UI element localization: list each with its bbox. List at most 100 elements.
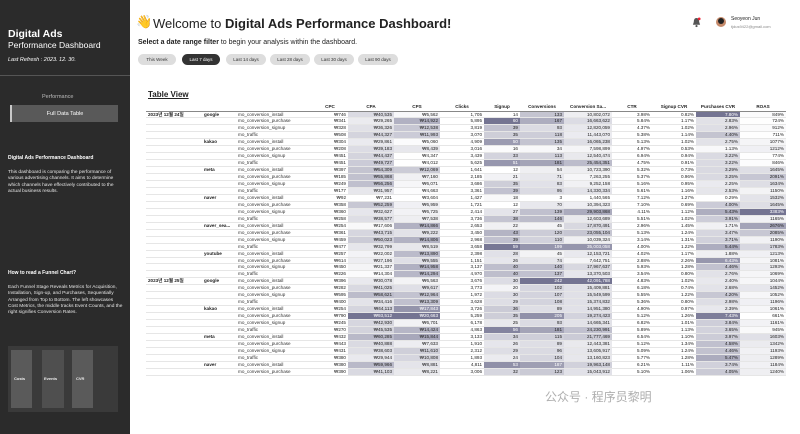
header-cpa[interactable]: CPA xyxy=(348,102,394,112)
range-last-7-days-button[interactable]: Last 7 days xyxy=(182,54,220,65)
cell-conversions: 74 xyxy=(520,257,564,265)
table-row[interactable]: mo_conversion_purchase ₩185 ₩55,868 ₩7,160 2… xyxy=(146,173,786,182)
table-row[interactable]: mo_conversion_purchase ₩790 ₩93,512 ₩20,663… xyxy=(146,312,786,321)
header-purchases-cvr[interactable]: Purchases CVR xyxy=(696,102,740,112)
table-row[interactable]: naver mo_conversion_install ₩380 ₩59,966 ₩8,… xyxy=(146,361,786,369)
full-data-table-button[interactable]: Full Data Table xyxy=(10,105,118,122)
table-row[interactable]: mo_traffic ₩270 ₩45,535 ₩14,424 4,863 56 181 24… xyxy=(146,326,786,334)
cell-ctr: 5.61% xyxy=(612,187,652,195)
table-row[interactable]: kakao mo_conversion_install ₩254 ₩44,113 ₩17… xyxy=(146,305,786,314)
table-row[interactable]: mo_conversion_signup ₩451 ₩44,437 ₩4,347 3,4… xyxy=(146,152,786,161)
cell-ctr: 4.75% xyxy=(612,159,652,168)
table-row[interactable]: mo_conversion_purchase ₩358 ₩52,259 ₩6,959 1… xyxy=(146,201,786,209)
table-row[interactable]: mo_traffic ₩380 ₩29,944 ₩10,808 1,893 24 104 13… xyxy=(146,354,786,362)
cell-purchases-cvr: 4.05% xyxy=(696,368,740,376)
cell-cps: ₩9,555 xyxy=(394,257,440,265)
cell-purchases-cvr: 3.71% xyxy=(696,236,740,244)
cell-cps: ₩15,844 xyxy=(394,333,440,341)
cell-signup-cvr: 1.06% xyxy=(652,368,696,376)
cell-clicks: 2,414 xyxy=(440,208,484,216)
range-last-90-days-button[interactable]: Last 90 days xyxy=(358,54,398,65)
table-row[interactable]: mo_traffic ₩508 ₩44,327 ₩11,993 3,070 35 118 11… xyxy=(146,131,786,140)
header-conversion-sales[interactable]: Conversion Sa... xyxy=(564,102,612,112)
table-row[interactable]: mo_conversion_purchase ₩341 ₩29,265 ₩14,922… xyxy=(146,117,786,126)
data-table-container[interactable]: CPC CPA CPS Clicks Signup Conversions Co… xyxy=(146,102,786,434)
cell-purchases-cvr: 3.91% xyxy=(696,215,740,223)
cell-conversion-sales: 12,820,059 xyxy=(564,124,612,133)
header-cpc[interactable]: CPC xyxy=(312,102,348,112)
header-cps[interactable]: CPS xyxy=(394,102,440,112)
table-row[interactable]: mo_conversion_purchase ₩443 ₩40,888 ₩7,633 1… xyxy=(146,340,786,348)
cell-roas: 1289% xyxy=(740,354,786,362)
cell-purchases-cvr: 7.80% xyxy=(696,111,740,119)
range-last-30-days-button[interactable]: Last 30 days xyxy=(314,54,354,65)
range-last-14-days-button[interactable]: Last 14 days xyxy=(226,54,266,65)
cell-date xyxy=(146,354,202,362)
cell-signup-cvr: 1.14% xyxy=(652,131,696,140)
cell-signup-cvr: 1.45% xyxy=(652,222,696,230)
table-row[interactable]: mo_conversion_purchase ₩282 ₩41,025 ₩9,617 3… xyxy=(146,284,786,293)
cell-conversions: 3 xyxy=(520,194,564,202)
table-row[interactable]: mo_conversion_signup ₩360 ₩32,627 ₩6,725 2,4… xyxy=(146,208,786,216)
header-signup[interactable]: Signup xyxy=(484,102,520,112)
table-row[interactable]: mo_conversion_signup ₩245 ₩42,930 ₩6,701 6,1… xyxy=(146,319,786,328)
events-column xyxy=(42,350,64,408)
table-row[interactable]: mo_conversion_signup ₩459 ₩50,023 ₩14,806 2,… xyxy=(146,236,786,244)
cell-date xyxy=(146,368,202,376)
table-row[interactable]: mo_conversion_signup ₩450 ₩21,337 ₩14,958 3,… xyxy=(146,263,786,272)
cell-cpc: ₩282 xyxy=(312,284,348,293)
table-row[interactable]: mo_conversion_signup ₩328 ₩36,326 ₩12,538 3,… xyxy=(146,124,786,133)
table-row[interactable]: mo_conversion_purchase ₩614 ₩27,196 ₩9,555 1… xyxy=(146,257,786,265)
cell-clicks: 2,653 xyxy=(440,222,484,230)
table-row[interactable]: naver mo_conversion_install ₩92 ₩7,231 ₩3,60… xyxy=(146,194,786,202)
header-conversions[interactable]: Conversions xyxy=(520,102,564,112)
cell-media: kakao xyxy=(202,138,236,147)
cell-campaign: mo_conversion_install xyxy=(236,333,312,341)
header-ctr[interactable]: CTR xyxy=(612,102,652,112)
table-row[interactable]: mo_traffic ₩400 ₩34,416 ₩13,309 3,628 29 108 15… xyxy=(146,298,786,307)
cell-signup-cvr: 1.02% xyxy=(652,277,696,286)
cell-conversions: 113 xyxy=(520,152,564,161)
range-last-28-days-button[interactable]: Last 28 days xyxy=(270,54,310,65)
table-row[interactable]: mo_traffic ₩177 ₩31,957 ₩4,663 3,361 39 95 14,3… xyxy=(146,187,786,195)
table-row[interactable]: meta mo_conversion_install ₩397 ₩54,309 ₩12,… xyxy=(146,166,786,175)
table-row[interactable]: mo_traffic ₩451 ₩49,727 ₩4,012 5,625 51 181 25,… xyxy=(146,159,786,168)
user-avatar[interactable] xyxy=(716,17,726,27)
table-row[interactable]: mo_traffic ₩226 ₩14,304 ₩14,294 4,970 40 137 13… xyxy=(146,270,786,279)
notification-bell-icon[interactable] xyxy=(692,17,701,28)
table-row[interactable]: 2023년 12월 24일 google mo_conversion_install… xyxy=(146,111,786,119)
table-row[interactable]: naver_sea... mo_conversion_install ₩254 ₩17… xyxy=(146,222,786,230)
cell-campaign: mo_conversion_signup xyxy=(236,152,312,161)
table-row[interactable]: youtube mo_conversion_install ₩257 ₩22,002 ₩… xyxy=(146,250,786,258)
table-row[interactable]: mo_conversion_signup ₩595 ₩58,621 ₩12,964 1,… xyxy=(146,291,786,300)
table-row[interactable]: mo_conversion_purchase ₩361 ₩43,715 ₩9,222 3… xyxy=(146,229,786,237)
cell-cps: ₩12,964 xyxy=(394,291,440,300)
header-clicks[interactable]: Clicks xyxy=(440,102,484,112)
table-row[interactable]: mo_conversion_signup ₩249 ₩56,256 ₩6,071 3,6… xyxy=(146,180,786,188)
cell-ctr: 5.37% xyxy=(612,173,652,182)
cell-cpa: ₩21,337 xyxy=(348,263,394,272)
cell-cpc: ₩92 xyxy=(312,194,348,202)
cell-signup: 21 xyxy=(484,173,520,182)
header-roas[interactable]: ROAS xyxy=(740,102,786,112)
cell-media xyxy=(202,298,236,307)
cell-roas: 1213% xyxy=(740,250,786,258)
cell-signup: 56 xyxy=(484,326,520,334)
table-row[interactable]: mo_conversion_purchase ₩390 ₩41,103 ₩8,221 3… xyxy=(146,368,786,376)
cell-conversions: 140 xyxy=(520,263,564,272)
range-this-week-button[interactable]: This Week xyxy=(138,54,176,65)
table-row[interactable]: kakao mo_conversion_install ₩304 ₩29,861 ₩5,… xyxy=(146,138,786,147)
cell-signup: 29 xyxy=(484,347,520,355)
table-row[interactable]: mo_traffic ₩477 ₩32,799 ₩8,519 3,658 59 199 35,… xyxy=(146,243,786,251)
header-signup-cvr[interactable]: Signup CVR xyxy=(652,102,696,112)
table-row[interactable]: meta mo_conversion_install ₩432 ₩60,285 ₩15,… xyxy=(146,333,786,341)
sidebar: Digital Ads Performance Dashboard Last R… xyxy=(0,0,130,434)
cell-conversion-sales: 15,374,832 xyxy=(564,298,612,307)
cell-clicks: 3,016 xyxy=(440,145,484,154)
table-row[interactable]: 2023년 12월 25일 google mo_conversion_install… xyxy=(146,277,786,286)
table-row[interactable]: mo_traffic ₩258 ₩38,577 ₩7,538 3,736 38 146 12,… xyxy=(146,215,786,223)
table-row[interactable]: mo_conversion_purchase ₩208 ₩39,183 ₩8,439 3… xyxy=(146,145,786,154)
cell-cpa: ₩36,326 xyxy=(348,124,394,133)
table-row[interactable]: mo_conversion_signup ₩431 ₩38,603 ₩11,610 2,… xyxy=(146,347,786,355)
cell-cpa: ₩52,259 xyxy=(348,201,394,209)
